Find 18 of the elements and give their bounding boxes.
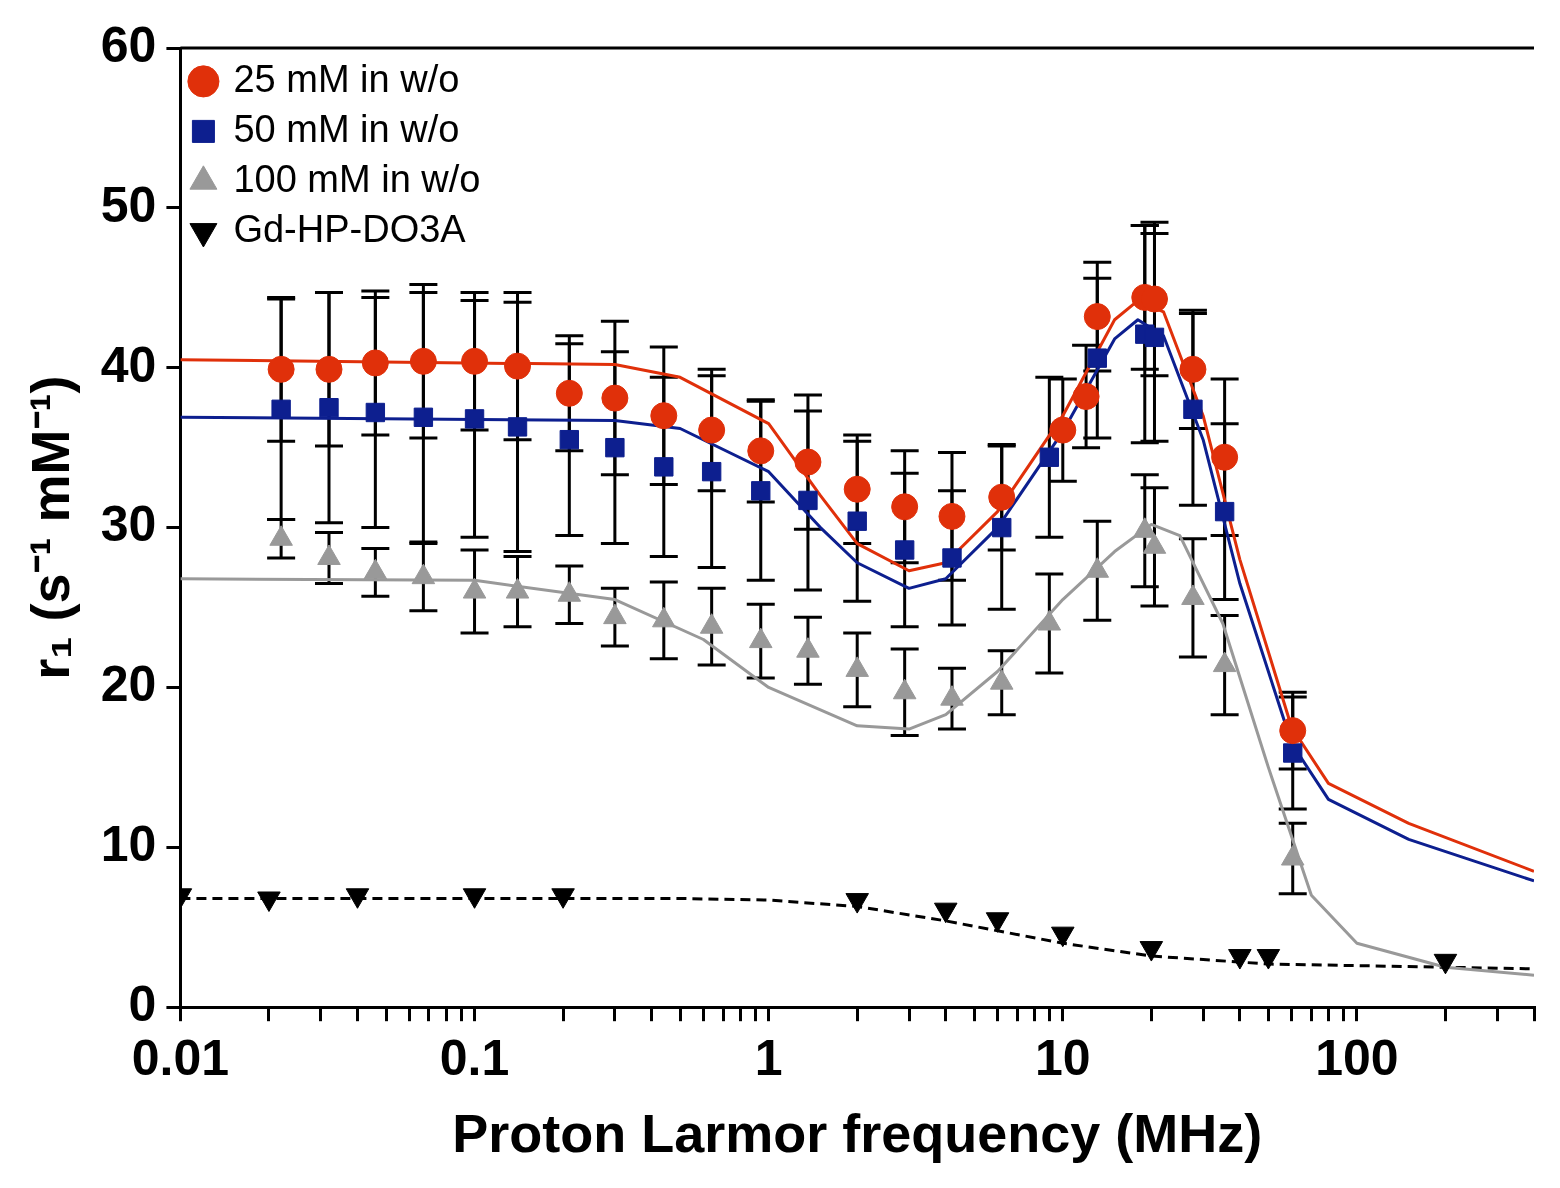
y-tick-label: 40 <box>100 336 157 393</box>
y-tick-label: 60 <box>100 16 157 73</box>
x-tick-label: 10 <box>1034 1029 1091 1086</box>
legend-label: 100 mM in w/o <box>233 157 481 200</box>
x-tick-label: 0.1 <box>439 1029 510 1086</box>
legend-label: 25 mM in w/o <box>233 57 460 100</box>
x-axis-title: Proton Larmor frequency (MHz) <box>452 1103 1263 1164</box>
legend-label: Gd-HP-DO3A <box>233 207 467 250</box>
x-tick-label: 0.01 <box>131 1029 230 1086</box>
y-axis-title: r₁ (s⁻¹ mM⁻¹) <box>20 375 81 680</box>
y-tick-label: 10 <box>100 816 157 873</box>
y-tick-label: 50 <box>100 176 157 233</box>
y-tick-label: 20 <box>100 656 157 713</box>
y-tick-label: 0 <box>128 975 157 1032</box>
y-tick-label: 30 <box>100 496 157 553</box>
x-tick-label: 100 <box>1315 1029 1399 1086</box>
legend-label: 50 mM in w/o <box>233 107 460 150</box>
x-tick-label: 1 <box>754 1029 783 1086</box>
